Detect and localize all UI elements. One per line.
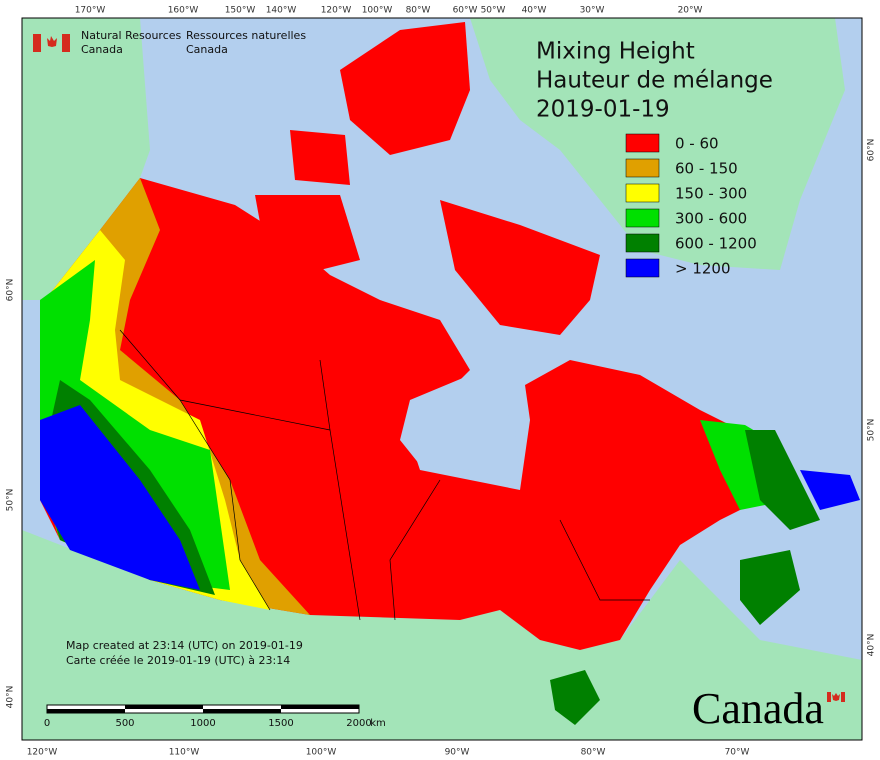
hudson-bay	[400, 375, 520, 480]
tick-label: 80°W	[581, 748, 606, 758]
legend: 0 - 60 60 - 150 150 - 300 300 - 600 600 - 12…	[625, 133, 757, 278]
scale-label: 2000	[346, 718, 371, 729]
scale-segment	[125, 705, 203, 709]
tick-label: 60°W	[453, 6, 478, 16]
legend-label: 60 - 150	[675, 160, 738, 178]
bottom-longitude-labels: 120°W 110°W 100°W 90°W 80°W 70°W	[27, 748, 750, 758]
legend-swatch	[625, 133, 660, 153]
tick-label: 120°W	[321, 6, 352, 16]
map-title: Mixing Height Hauteur de mélange 2019-01…	[536, 39, 773, 123]
scale-segment	[203, 709, 281, 713]
alaska	[22, 18, 150, 300]
credit-line: Carte créée le 2019-01-19 (UTC) à 23:14	[66, 654, 290, 667]
tick-label: 50°N	[867, 419, 877, 442]
legend-label: 300 - 600	[675, 210, 747, 228]
newfoundland-blue	[800, 470, 860, 510]
tick-label: 80°W	[406, 6, 431, 16]
map-frame	[21, 17, 863, 741]
tick-label: 70°W	[725, 748, 750, 758]
agency-name-fr: Ressources naturelles	[186, 29, 306, 42]
legend-swatch	[625, 258, 660, 278]
top-longitude-labels: 170°W 160°W 150°W 140°W 120°W 100°W 80°W…	[75, 6, 703, 16]
credit-line: Map created at 23:14 (UTC) on 2019-01-19	[66, 639, 303, 652]
newfoundland-darkgreen	[745, 430, 820, 530]
scale-bar: 0 500 1000 1500 2000 km	[44, 704, 386, 729]
tick-label: 40°W	[522, 6, 547, 16]
victoria-island	[255, 195, 360, 275]
credits: Map created at 23:14 (UTC) on 2019-01-19…	[66, 639, 303, 667]
tick-label: 60°N	[6, 279, 16, 302]
scale-label: 1000	[190, 718, 215, 729]
flag-bar	[62, 34, 70, 52]
band-blue	[40, 405, 200, 590]
maple-leaf	[832, 693, 840, 701]
ellesmere-island	[340, 22, 470, 155]
tick-label: 50°N	[6, 489, 16, 512]
province-borders	[119, 329, 650, 621]
tick-label: 30°W	[580, 6, 605, 16]
wordmark: Canada	[692, 684, 824, 733]
border	[119, 329, 331, 431]
tick-label: 40°N	[6, 686, 16, 709]
tick-label: 90°W	[445, 748, 470, 758]
legend-label: 150 - 300	[675, 185, 747, 203]
tick-label: 120°W	[27, 748, 58, 758]
right-latitude-labels: 60°N 50°N 40°N	[867, 139, 877, 657]
flag-bar	[827, 692, 831, 702]
baffin-island	[440, 200, 600, 335]
tick-label: 60°N	[867, 139, 877, 162]
legend-swatch	[625, 208, 660, 228]
agency-header: Natural Resources Canada Ressources natu…	[33, 29, 306, 56]
tick-label: 170°W	[75, 6, 106, 16]
tick-label: 100°W	[306, 748, 337, 758]
maple-leaf	[47, 36, 57, 47]
tick-label: 110°W	[169, 748, 200, 758]
agency-name-en: Canada	[81, 43, 123, 56]
scale-segment	[47, 709, 125, 713]
tick-label: 150°W	[225, 6, 256, 16]
flag-bar	[841, 692, 845, 702]
border	[179, 399, 271, 611]
canada-wordmark: Canada	[692, 684, 845, 733]
arctic-island	[290, 130, 350, 185]
flag-bar	[33, 34, 41, 52]
tick-label: 20°W	[678, 6, 703, 16]
legend-label: 600 - 1200	[675, 235, 757, 253]
tick-label: 50°W	[481, 6, 506, 16]
title-line: Mixing Height	[536, 39, 695, 65]
tick-label: 160°W	[168, 6, 199, 16]
ontario-green	[550, 670, 600, 725]
usa	[22, 530, 862, 740]
title-line: Hauteur de mélange	[536, 68, 773, 94]
tick-label: 40°N	[867, 634, 877, 657]
agency-name-fr: Canada	[186, 43, 228, 56]
maritimes-darkgreen	[740, 550, 800, 625]
legend-swatch	[625, 233, 660, 253]
legend-label: 0 - 60	[675, 135, 719, 153]
border	[559, 519, 650, 601]
left-latitude-labels: 60°N 50°N 40°N	[6, 279, 16, 709]
agency-name-en: Natural Resources	[81, 29, 182, 42]
scale-label: 500	[115, 718, 134, 729]
border	[389, 479, 441, 621]
legend-label: > 1200	[675, 260, 731, 278]
scale-label: 0	[44, 718, 50, 729]
map	[21, 17, 863, 741]
scale-unit: km	[370, 718, 386, 729]
title-line: 2019-01-19	[536, 97, 670, 123]
scale-segment	[281, 705, 359, 709]
legend-swatch	[625, 158, 660, 178]
tick-label: 100°W	[362, 6, 393, 16]
tick-label: 140°W	[266, 6, 297, 16]
legend-swatch	[625, 183, 660, 203]
scale-label: 1500	[268, 718, 293, 729]
